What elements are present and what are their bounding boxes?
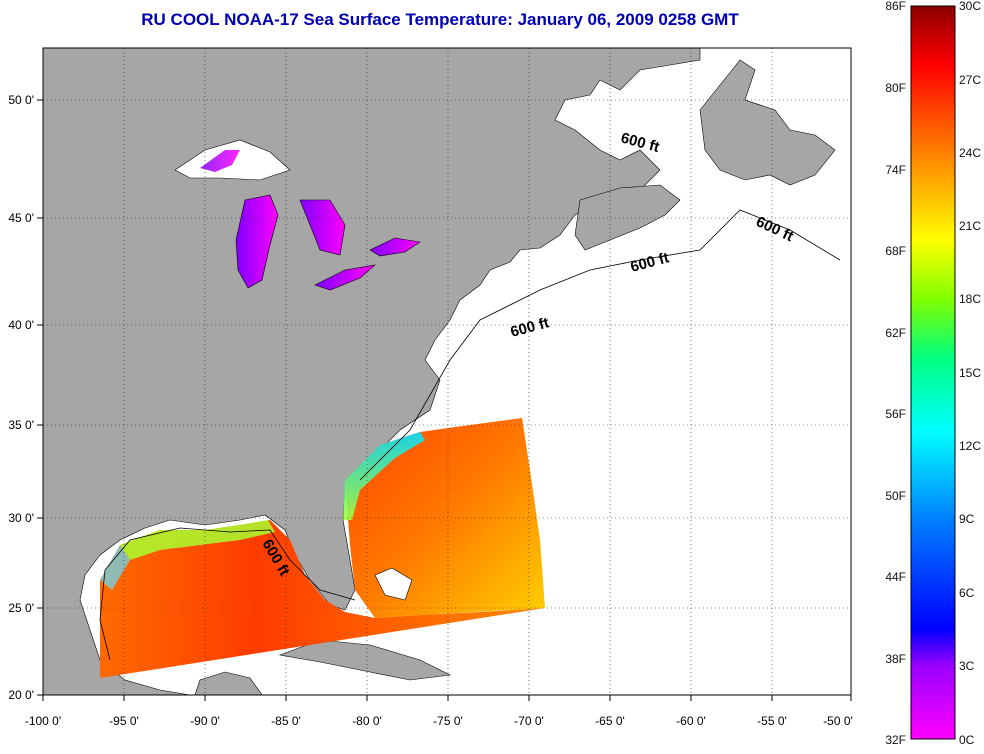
lon-label: -70 0' bbox=[514, 714, 544, 728]
colorbar-f-label: 50F bbox=[885, 489, 906, 503]
lat-label: 30 0' bbox=[8, 511, 34, 525]
colorbar-c-label: 12C bbox=[959, 439, 981, 453]
colorbar-f-label: 80F bbox=[885, 81, 906, 95]
sst-gulf-coastal-band bbox=[120, 520, 275, 560]
colorbar-f-label: 86F bbox=[885, 0, 906, 13]
lat-lon-grid bbox=[43, 48, 851, 695]
colorbar-scale bbox=[910, 5, 956, 740]
colorbar-c-label: 6C bbox=[959, 586, 975, 600]
colorbar-c-label: 15C bbox=[959, 366, 981, 380]
colorbar-f-label: 38F bbox=[885, 652, 906, 666]
maritimes-land bbox=[574, 184, 681, 251]
sst-gulf-swath bbox=[100, 520, 545, 678]
sst-atlantic-swath bbox=[345, 418, 545, 618]
axis-ticks bbox=[37, 99, 852, 701]
colorbar-c-label: 0C bbox=[959, 733, 975, 747]
colorbar-c-label: 21C bbox=[959, 219, 981, 233]
colorbar-f-label: 62F bbox=[885, 326, 906, 340]
lat-label: 35 0' bbox=[8, 418, 34, 432]
north-america-land bbox=[42, 47, 701, 696]
lon-label: -50 0' bbox=[823, 714, 853, 728]
colorbar-c-label: 18C bbox=[959, 292, 981, 306]
lake-superior-sst bbox=[200, 150, 240, 172]
cuba-land bbox=[278, 639, 452, 681]
colorbar-f-labels: 86F 80F 74F 68F 62F 56F 50F 44F 38F 32F bbox=[885, 0, 906, 747]
lake-erie bbox=[314, 264, 377, 291]
colorbar-c-labels: 30C 27C 24C 21C 18C 15C 12C 9C 6C 3C 0C bbox=[959, 0, 981, 747]
lon-label: -85 0' bbox=[271, 714, 301, 728]
colorbar-f-label: 68F bbox=[885, 244, 906, 258]
lat-labels: 50 0' 45 0' 40 0' 35 0' 30 0' 25 0' 20 0… bbox=[8, 93, 34, 702]
lat-label: 45 0' bbox=[8, 211, 34, 225]
map-border bbox=[42, 47, 852, 696]
lon-labels: -100 0' -95 0' -90 0' -85 0' -80 0' -75 … bbox=[25, 714, 853, 728]
lon-label: -75 0' bbox=[433, 714, 463, 728]
colorbar-c-label: 24C bbox=[959, 146, 981, 160]
lon-label: -95 0' bbox=[109, 714, 139, 728]
sst-coastal-band bbox=[343, 432, 425, 520]
lat-label: 25 0' bbox=[8, 601, 34, 615]
lon-label: -55 0' bbox=[757, 714, 787, 728]
colorbar-f-label: 32F bbox=[885, 733, 906, 747]
colorbar-c-label: 30C bbox=[959, 0, 981, 13]
lon-label: -60 0' bbox=[676, 714, 706, 728]
colorbar-c-label: 27C bbox=[959, 73, 981, 87]
colorbar-f-label: 74F bbox=[885, 163, 906, 177]
isobath-600ft-atlantic bbox=[359, 209, 841, 481]
sst-west-gulf-cool bbox=[100, 545, 130, 590]
bahamas-land bbox=[374, 567, 413, 601]
colorbar-f-label: 56F bbox=[885, 407, 906, 421]
lat-label: 20 0' bbox=[8, 688, 34, 702]
lon-label: -100 0' bbox=[25, 714, 61, 728]
lat-label: 40 0' bbox=[8, 318, 34, 332]
lat-label: 50 0' bbox=[8, 93, 34, 107]
lon-label: -80 0' bbox=[352, 714, 382, 728]
lake-ontario bbox=[369, 237, 421, 257]
lake-huron bbox=[299, 199, 346, 256]
newfoundland-land bbox=[699, 59, 836, 186]
map-title: RU COOL NOAA-17 Sea Surface Temperature:… bbox=[141, 10, 739, 29]
colorbar-c-label: 9C bbox=[959, 512, 975, 526]
isobath-600ft-gulf bbox=[99, 527, 356, 661]
colorbar-f-label: 44F bbox=[885, 570, 906, 584]
lon-label: -90 0' bbox=[190, 714, 220, 728]
colorbar-c-label: 3C bbox=[959, 659, 975, 673]
lon-label: -65 0' bbox=[595, 714, 625, 728]
